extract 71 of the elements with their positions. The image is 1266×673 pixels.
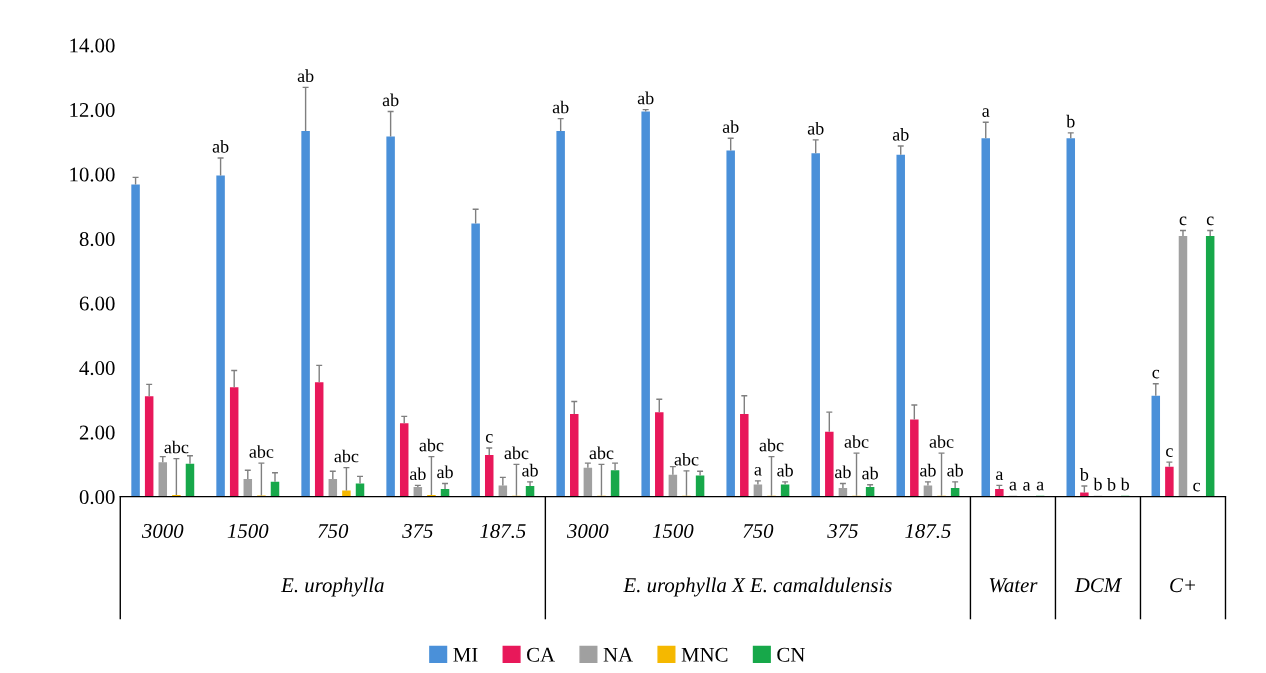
- data-label: ab: [409, 467, 426, 481]
- data-label: ab: [437, 465, 453, 479]
- data-label: b: [1093, 477, 1102, 491]
- text: E. urophylla X E. camaldulensis: [623, 577, 892, 597]
- data-label: ab: [807, 121, 824, 135]
- y-tick-label: 12.00: [70, 102, 115, 118]
- y-tick-label: 0.00: [79, 490, 115, 505]
- x-tick-label: 1500: [227, 523, 269, 539]
- text: E. urophylla: [280, 577, 384, 597]
- data-label: b: [1107, 478, 1116, 491]
- data-label: ab: [920, 463, 936, 477]
- data-label: abc: [589, 446, 614, 460]
- data-label: c: [1179, 216, 1187, 226]
- legend-label: NA: [603, 647, 633, 662]
- data-label: c: [1193, 482, 1201, 492]
- data-label: ab: [552, 100, 569, 114]
- text: Water: [989, 578, 1038, 593]
- x-tick-label: 375: [402, 524, 433, 539]
- data-label: b: [1079, 468, 1089, 481]
- data-label: b: [1066, 114, 1075, 128]
- data-label: abc: [249, 445, 274, 458]
- data-label: c: [1166, 448, 1173, 457]
- x-tick-label: 187.5: [905, 523, 951, 539]
- data-label: c: [1152, 369, 1160, 379]
- text: C+: [1170, 578, 1195, 593]
- y-tick-label: 4.00: [79, 361, 115, 376]
- data-label: a: [754, 466, 762, 476]
- legend-label: MNC: [681, 647, 728, 662]
- data-label: ab: [892, 128, 909, 141]
- x-tick-label: 1500: [652, 523, 694, 539]
- legend-label: CN: [777, 647, 805, 662]
- data-label: ab: [637, 91, 654, 105]
- data-label: ab: [835, 465, 851, 479]
- data-label: a: [1023, 482, 1031, 491]
- data-label: c: [485, 434, 493, 443]
- data-label: ab: [947, 463, 963, 477]
- data-label: abc: [504, 446, 529, 460]
- y-tick-label: 2.00: [79, 425, 115, 440]
- text: DCM: [1074, 578, 1123, 593]
- y-tick-label: 10.00: [70, 167, 115, 182]
- x-tick-label: 3000: [141, 523, 184, 539]
- y-tick-label: 6.00: [79, 296, 115, 311]
- data-label: ab: [297, 69, 314, 83]
- data-label: abc: [759, 438, 784, 452]
- x-tick-label: 375: [827, 524, 858, 539]
- data-label: abc: [419, 438, 444, 452]
- legend-label: MI: [453, 647, 478, 662]
- data-label: a: [1009, 481, 1017, 491]
- data-label: abc: [334, 449, 359, 463]
- data-label: a: [982, 108, 990, 117]
- data-label: a: [1036, 481, 1044, 491]
- data-label: a: [995, 471, 1004, 481]
- data-label: abc: [164, 440, 189, 454]
- data-label: ab: [722, 120, 739, 134]
- data-label: ab: [522, 463, 538, 477]
- data-label: abc: [929, 435, 954, 448]
- data-label: ab: [212, 140, 229, 153]
- y-tick-label: 14.00: [70, 38, 115, 53]
- data-label: b: [1120, 477, 1129, 491]
- y-tick-label: 8.00: [79, 232, 115, 247]
- data-label: c: [1206, 216, 1214, 226]
- data-label: ab: [777, 463, 793, 477]
- x-tick-label: 187.5: [480, 523, 526, 539]
- legend-label: CA: [527, 647, 555, 662]
- data-label: ab: [382, 93, 399, 107]
- x-tick-label: 750: [318, 523, 349, 539]
- data-label: ab: [862, 466, 878, 480]
- data-label: abc: [844, 435, 869, 448]
- x-tick-label: 3000: [567, 523, 609, 539]
- x-tick-label: 750: [743, 523, 774, 539]
- data-label: abc: [674, 452, 699, 466]
